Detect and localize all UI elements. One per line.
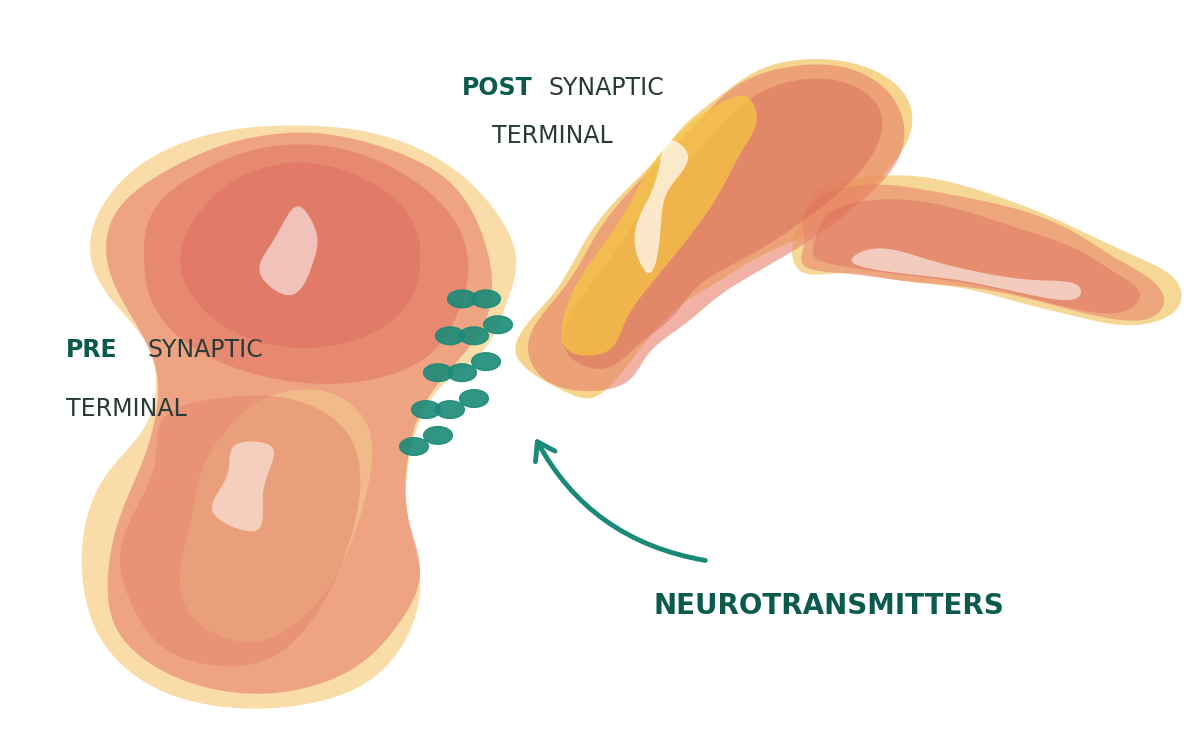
Text: TERMINAL: TERMINAL: [492, 123, 613, 148]
Polygon shape: [528, 64, 905, 391]
Polygon shape: [259, 207, 318, 295]
Polygon shape: [635, 140, 688, 273]
Circle shape: [400, 438, 428, 455]
Polygon shape: [515, 59, 912, 399]
Polygon shape: [562, 96, 757, 356]
Circle shape: [460, 327, 488, 345]
Polygon shape: [106, 133, 492, 694]
Polygon shape: [120, 396, 360, 666]
Circle shape: [412, 401, 440, 418]
Circle shape: [484, 316, 512, 334]
Polygon shape: [144, 145, 468, 384]
Text: NEUROTRANSMITTERS: NEUROTRANSMITTERS: [654, 592, 1004, 620]
Polygon shape: [812, 199, 1140, 314]
Polygon shape: [180, 162, 420, 348]
Polygon shape: [564, 78, 882, 369]
Text: SYNAPTIC: SYNAPTIC: [548, 75, 664, 100]
Polygon shape: [802, 184, 1164, 321]
Circle shape: [472, 353, 500, 370]
Circle shape: [448, 290, 476, 308]
Polygon shape: [180, 390, 372, 642]
Polygon shape: [82, 125, 516, 708]
Circle shape: [424, 427, 452, 444]
Text: TERMINAL: TERMINAL: [66, 396, 187, 421]
FancyArrowPatch shape: [535, 442, 706, 560]
Circle shape: [448, 364, 476, 382]
Polygon shape: [212, 441, 274, 531]
Polygon shape: [792, 175, 1182, 325]
Polygon shape: [852, 249, 1081, 300]
Circle shape: [424, 364, 452, 382]
Text: POST: POST: [462, 75, 533, 100]
Circle shape: [436, 327, 464, 345]
Circle shape: [460, 390, 488, 407]
Text: SYNAPTIC: SYNAPTIC: [148, 337, 263, 362]
Circle shape: [436, 401, 464, 418]
Text: PRE: PRE: [66, 337, 118, 362]
Circle shape: [472, 290, 500, 308]
